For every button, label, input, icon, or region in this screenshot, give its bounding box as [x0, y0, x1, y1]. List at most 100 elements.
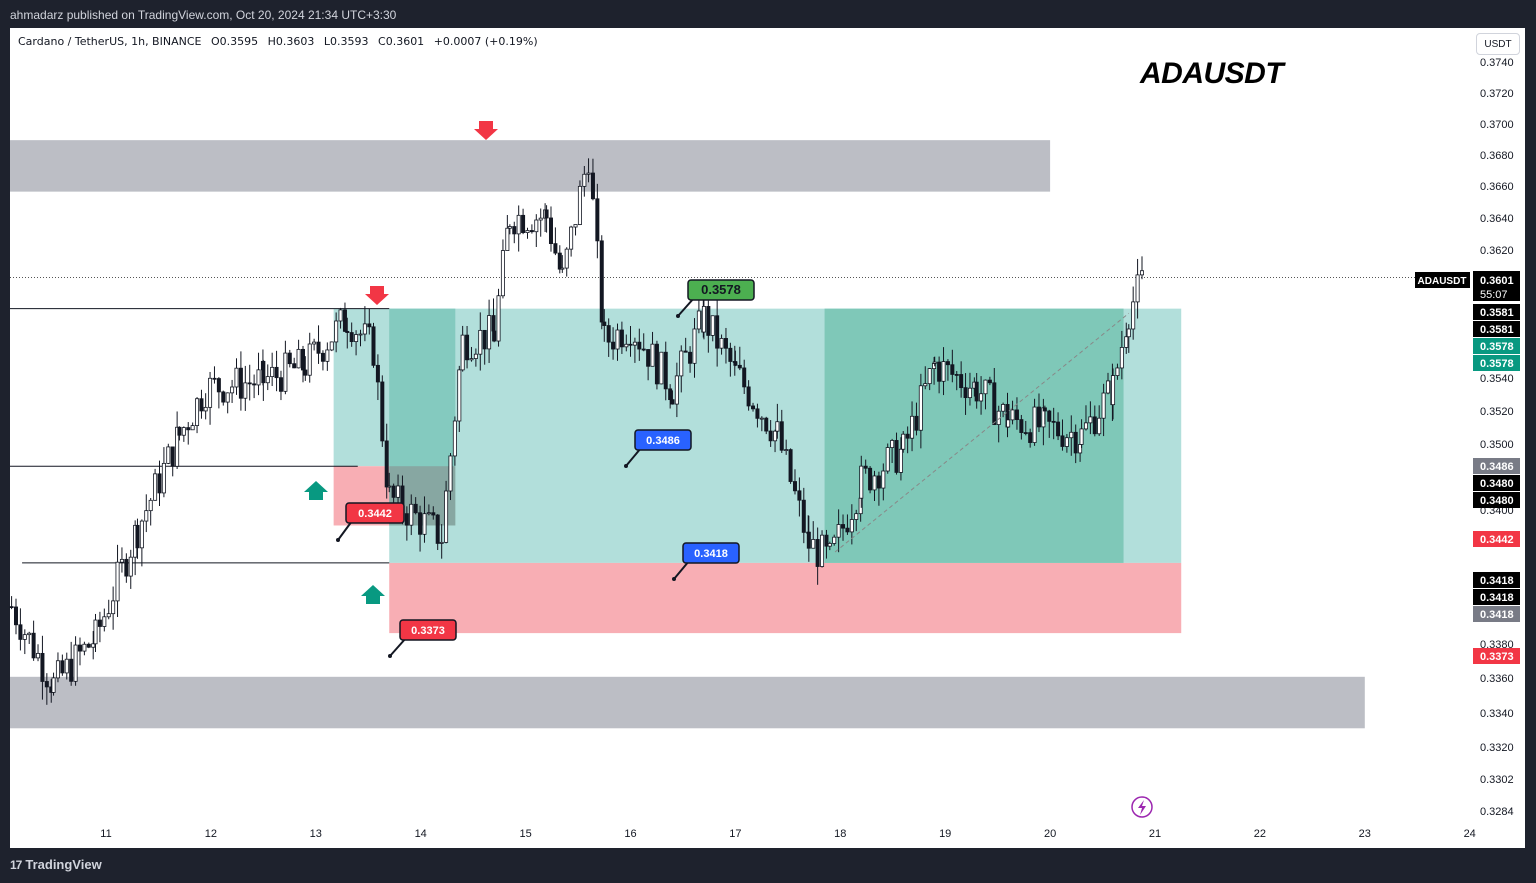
candle-body [1036, 406, 1041, 428]
symbol-name[interactable]: Cardano / TetherUS, 1h, BINANCE [18, 35, 202, 48]
candle-body [872, 475, 877, 491]
candle-body [733, 361, 738, 366]
candle-body [832, 536, 837, 544]
candle-body [923, 383, 928, 387]
candle-body [728, 347, 733, 362]
candle-body [13, 606, 18, 626]
candle-body [27, 632, 32, 636]
y-axis-tick: 0.3720 [1480, 88, 1514, 100]
price-label-text: 0.3418 [1480, 592, 1514, 604]
x-axis-tick: 15 [519, 828, 531, 840]
candle-body [55, 660, 60, 679]
candle-body [77, 644, 82, 652]
candle-body [683, 350, 688, 353]
candle-body [82, 643, 87, 652]
candle-body [751, 405, 756, 410]
candle-body [582, 173, 587, 187]
candle-body [482, 329, 487, 350]
candle-body [516, 214, 521, 235]
candle-body [91, 643, 96, 648]
candle-body [119, 558, 124, 563]
price-label-tag [1473, 572, 1520, 588]
candle-body [69, 658, 74, 682]
annotation-text: 0.3418 [694, 548, 728, 560]
candle-body [409, 503, 414, 526]
candle-body [719, 338, 724, 349]
candle-body [199, 398, 204, 412]
candle-body [1115, 367, 1120, 376]
candle-body [31, 632, 36, 659]
candle-body [1111, 375, 1116, 406]
candle-body [1126, 328, 1131, 338]
last-price-symbol-text: ADAUSDT [1418, 276, 1467, 287]
currency-button[interactable]: USDT [1476, 33, 1520, 55]
x-axis-tick: 23 [1359, 828, 1371, 840]
candle-body [404, 513, 409, 526]
candle-body [148, 499, 153, 512]
candle-body [380, 381, 385, 442]
candle-body [663, 351, 668, 390]
x-axis-tick: 21 [1149, 828, 1161, 840]
candle-body [1083, 422, 1088, 430]
price-label-tag [1473, 606, 1520, 622]
price-label-tag [1473, 304, 1520, 320]
candle-body [974, 381, 979, 402]
candle-body [22, 634, 27, 640]
candle-body [723, 338, 728, 349]
price-label-text: 0.3418 [1480, 575, 1514, 587]
annotation-label [345, 502, 405, 524]
x-axis-tick: 12 [205, 828, 217, 840]
price-label-tag [1473, 475, 1520, 491]
candle-body [115, 561, 120, 602]
candle-body [746, 386, 751, 407]
candle-body [307, 343, 312, 376]
candle-body [885, 447, 890, 472]
price-label-tag [1473, 589, 1520, 605]
candle-body [234, 367, 239, 388]
candle-body [914, 415, 919, 431]
candle-body [312, 341, 317, 345]
price-label-text: 0.3480 [1480, 495, 1514, 507]
candle-body [1047, 410, 1052, 422]
tradingview-logo[interactable]: 17 TradingView [10, 857, 102, 872]
annotation-label [682, 542, 740, 564]
x-axis-tick: 22 [1254, 828, 1266, 840]
y-axis-tick: 0.3340 [1480, 708, 1514, 720]
buy-arrow-icon [361, 585, 385, 604]
candle-body [153, 473, 158, 501]
candle-body [435, 514, 440, 544]
candle-body [784, 449, 789, 451]
candle-body [654, 343, 659, 385]
sell-arrow-icon [365, 286, 389, 305]
candle-body [1064, 437, 1069, 447]
candle-body [859, 465, 864, 499]
candle-body [854, 513, 859, 520]
candle-body [548, 217, 553, 245]
candle-body [358, 333, 363, 336]
candle-body [611, 341, 616, 350]
candle-body [40, 652, 45, 682]
candle-body [659, 351, 664, 385]
annotation-anchor [676, 314, 680, 318]
candle-body [144, 510, 149, 522]
candle-body [296, 348, 301, 369]
candle-body [941, 361, 946, 382]
lightning-icon [1138, 800, 1146, 815]
candle-body [265, 376, 270, 384]
price-label-text: 0.3578 [1480, 341, 1514, 353]
x-axis-tick: 11 [100, 828, 111, 840]
candle-body [177, 426, 182, 436]
candle-body [181, 427, 186, 436]
candle-body [316, 341, 321, 354]
candle-body [1131, 301, 1136, 330]
candle-body [779, 421, 784, 451]
candle-body [139, 520, 144, 549]
candle-body [203, 406, 208, 412]
candle-body [1073, 431, 1078, 454]
candle-body [742, 367, 747, 388]
footer-bar [0, 848, 1536, 883]
close-value: C0.3601 [378, 35, 425, 48]
candle-body [569, 226, 574, 250]
candle-body [775, 421, 780, 432]
